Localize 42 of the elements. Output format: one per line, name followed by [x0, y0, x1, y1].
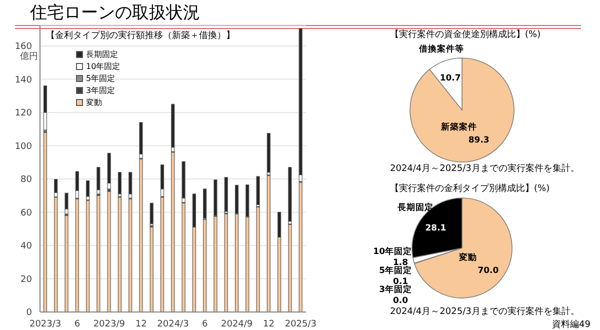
- x-tick-label: 2023/3: [29, 319, 62, 330]
- y-axis-title: 億円: [20, 50, 38, 63]
- x-tick-label: 2023/9: [93, 319, 126, 330]
- slice-label: 5年固定: [379, 265, 412, 276]
- legend-label: 5年固定: [86, 72, 116, 84]
- slice-label: 変動: [458, 252, 478, 263]
- y-tick-label: 60: [20, 208, 32, 218]
- data-label: 70.0: [478, 266, 499, 276]
- text: 住宅ローンの取扱状況: [30, 2, 200, 24]
- y-tick-label: 80: [20, 175, 32, 186]
- x-tick-label: 2025/3: [284, 319, 317, 330]
- data-label: 10.7: [440, 74, 461, 84]
- y-tick-label: 100: [14, 142, 32, 152]
- text: 資料編49: [552, 318, 590, 330]
- data-label: 28.1: [425, 223, 446, 234]
- y-tick-label: 40: [20, 242, 32, 252]
- slice-label: 10年固定: [373, 246, 412, 257]
- x-tick-label: 2024/3: [157, 319, 189, 330]
- x-tick-label: 2024/9: [221, 319, 253, 330]
- text: 2024/4月～2025/3月までの実行案件を集計。: [390, 162, 580, 175]
- legend-label: 変動: [86, 96, 102, 108]
- y-tick-label: 120: [14, 108, 32, 119]
- text: 0.0: [392, 296, 408, 306]
- x-tick-label: 6: [74, 319, 80, 330]
- slice-label: 新築案件: [440, 122, 477, 133]
- legend-label: 長期固定: [86, 48, 118, 60]
- y-tick-label: 0: [26, 308, 32, 318]
- legend-label: 3年固定: [86, 84, 116, 96]
- x-tick-label: 12: [263, 319, 274, 330]
- y-tick-label: 140: [14, 75, 32, 86]
- text: 【金利タイプ別の実行額推移（新築＋借換）】: [46, 29, 235, 42]
- text: 2024/4月～2025/3月までの実行案件を集計。: [390, 305, 580, 318]
- category-label: 3年固定: [379, 285, 412, 295]
- x-tick-label: 6: [202, 319, 208, 330]
- slice-label: 借換案件等: [418, 43, 464, 54]
- chart-title: 【実行案件の金利タイプ別構成比】(%): [390, 182, 550, 195]
- legend-label: 10年固定: [86, 60, 120, 72]
- data-label: 89.3: [468, 136, 490, 146]
- y-tick-label: 160: [14, 42, 32, 52]
- y-tick-label: 20: [20, 274, 32, 285]
- x-tick-label: 12: [135, 319, 147, 330]
- chart-title: 【実行案件の資金使途別構成比】(%): [390, 28, 541, 41]
